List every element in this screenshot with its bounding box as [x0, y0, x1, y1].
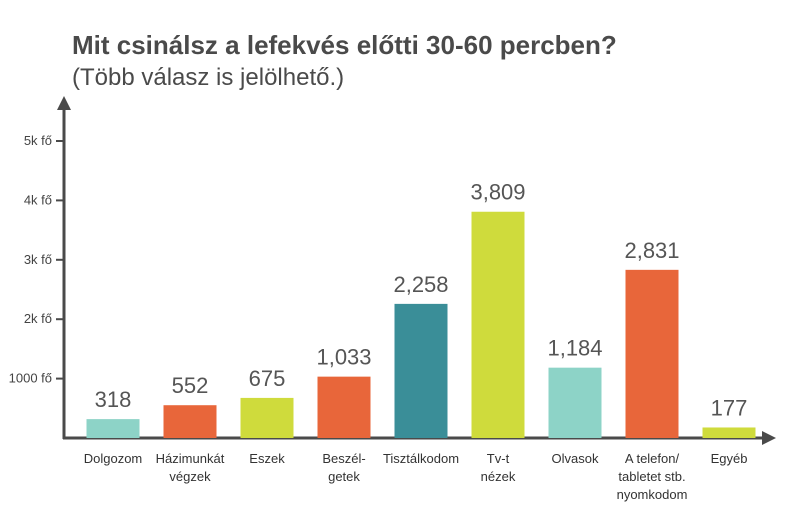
y-tick-label: 3k fő	[24, 252, 52, 267]
data-label: 2,831	[624, 238, 679, 263]
data-label: 3,809	[470, 180, 525, 205]
y-tick-label: 2k fő	[24, 311, 52, 326]
x-axis-arrow	[762, 431, 776, 445]
category-label: Tisztálkodom	[383, 451, 459, 466]
y-tick-label: 1000 fő	[9, 371, 52, 386]
category-label: Házimunkát végzek	[156, 451, 225, 484]
chart-title: Mit csinálsz a lefekvés előtti 30-60 per…	[72, 30, 617, 60]
chart-subtitle: (Több válasz is jelölhető.)	[72, 64, 345, 91]
category-label: Eszek	[249, 451, 285, 466]
bar	[163, 405, 217, 438]
bar	[240, 397, 294, 438]
bar	[394, 303, 448, 438]
bar	[548, 367, 602, 438]
category-label: A telefon/tabletet stb. nyomkodom	[617, 451, 688, 502]
y-axis-arrow	[57, 96, 71, 110]
data-label: 2,258	[393, 272, 448, 297]
chart-labels: 318 Dolgozom 552 Házimunkát végzek 675 Eszek 1,…	[84, 180, 748, 502]
y-tick-label: 5k fő	[24, 133, 52, 148]
category-label: Egyéb	[711, 451, 748, 466]
bar	[86, 419, 140, 438]
category-label: Olvasok	[552, 451, 599, 466]
bar	[317, 376, 371, 438]
bar	[471, 211, 525, 438]
category-label: Beszél-getek	[322, 451, 365, 484]
y-tick-label: 4k fő	[24, 192, 52, 207]
bar	[625, 269, 679, 438]
data-label: 177	[711, 395, 748, 420]
data-label: 552	[172, 373, 209, 398]
bar	[702, 427, 756, 438]
category-label: Tv-t nézek	[481, 451, 516, 484]
data-label: 1,033	[316, 345, 371, 370]
category-label: Dolgozom	[84, 451, 143, 466]
data-label: 675	[249, 366, 286, 391]
data-label: 318	[95, 387, 132, 412]
chart-bars	[86, 211, 756, 438]
data-label: 1,184	[547, 336, 602, 361]
